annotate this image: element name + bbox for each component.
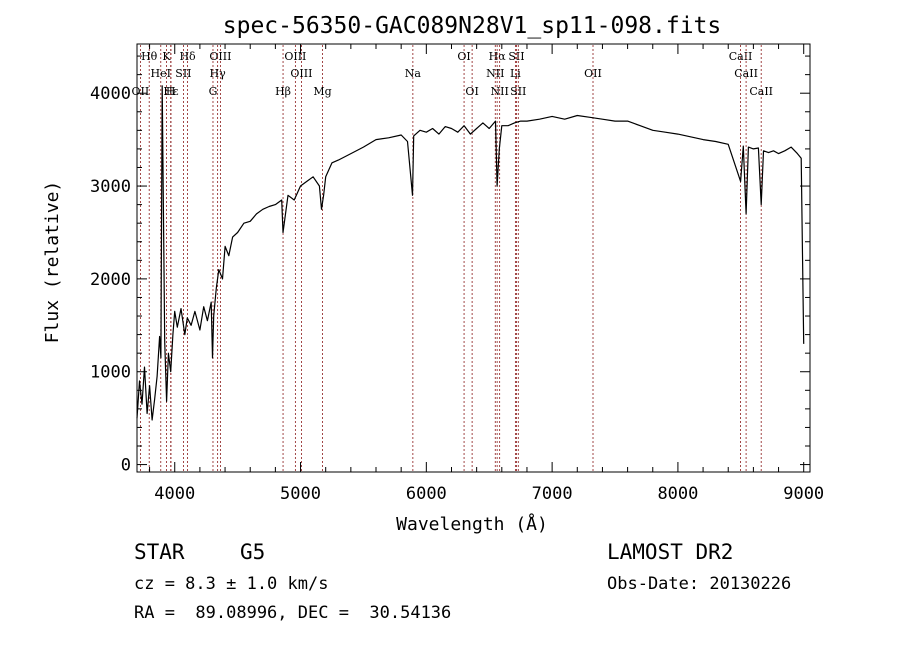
x-tick-label-5: 9000 — [783, 484, 824, 504]
coordinates: RA = 89.08996, DEC = 30.54136 — [134, 603, 452, 623]
x-tick-label-3: 7000 — [532, 484, 573, 504]
marker-label-2: Hδ — [179, 50, 196, 63]
x-tick-label-2: 6000 — [406, 484, 447, 504]
spectrum-line — [136, 85, 805, 421]
y-tick-label-2: 2000 — [90, 270, 131, 290]
object-subclass: G5 — [240, 540, 266, 564]
x-axis-label: Wavelength (Å) — [396, 513, 548, 535]
x-tick-label-4: 8000 — [657, 484, 698, 504]
marker-label-26: SII — [510, 85, 526, 98]
marker-label-3: OIII — [209, 50, 231, 63]
x-tick-label-1: 5000 — [280, 484, 321, 504]
marker-label-6: Hα — [489, 50, 507, 63]
marker-label-21: G — [209, 85, 218, 98]
y-axis-label: Flux (relative) — [42, 181, 63, 344]
marker-label-16: OII — [584, 67, 602, 80]
redshift-readout: cz = 8.3 ± 1.0 km/s — [134, 574, 329, 594]
marker-label-0: Hθ — [141, 50, 158, 63]
marker-label-12: OIII — [290, 67, 312, 80]
obs-date: Obs-Date: 20130226 — [607, 574, 792, 594]
marker-label-14: NII — [486, 67, 504, 80]
marker-label-7: SII — [508, 50, 524, 63]
axis-ticks: 4000 5000 6000 7000 8000 9000 0 1000 2000 3000 400… — [90, 44, 824, 504]
y-tick-label-4: 4000 — [90, 84, 131, 104]
x-tick-label-0: 4000 — [154, 484, 195, 504]
y-tick-label-3: 3000 — [90, 177, 131, 197]
marker-label-18: OII — [132, 85, 150, 98]
marker-label-13: Na — [405, 67, 422, 80]
marker-label-10: SII — [175, 67, 191, 80]
chart-title: spec-56350-GAC089N28V1_sp11-098.fits — [223, 13, 722, 39]
marker-label-25: NII — [491, 85, 509, 98]
marker-label-22: Hβ — [275, 85, 291, 98]
spectrum-series — [136, 85, 805, 421]
y-tick-label-1: 1000 — [90, 363, 131, 383]
survey-name: LAMOST DR2 — [607, 540, 734, 564]
marker-label-17: CaII — [734, 67, 758, 80]
marker-label-24: OI — [465, 85, 478, 98]
marker-label-19: Hε — [163, 85, 179, 98]
object-class: STAR — [134, 540, 185, 564]
marker-label-20: H — [166, 85, 176, 98]
marker-label-5: OI — [457, 50, 470, 63]
plot-frame — [136, 43, 811, 473]
marker-label-23: Mg — [313, 85, 331, 98]
marker-label-8: CaII — [729, 50, 753, 63]
y-tick-label-0: 0 — [121, 456, 131, 476]
marker-label-9: HeI — [151, 67, 171, 80]
marker-label-15: Li — [510, 67, 521, 80]
marker-label-27: CaII — [749, 85, 773, 98]
marker-label-4: OIII — [284, 50, 306, 63]
marker-label-1: K — [162, 50, 171, 63]
marker-label-11: Hγ — [210, 67, 227, 80]
